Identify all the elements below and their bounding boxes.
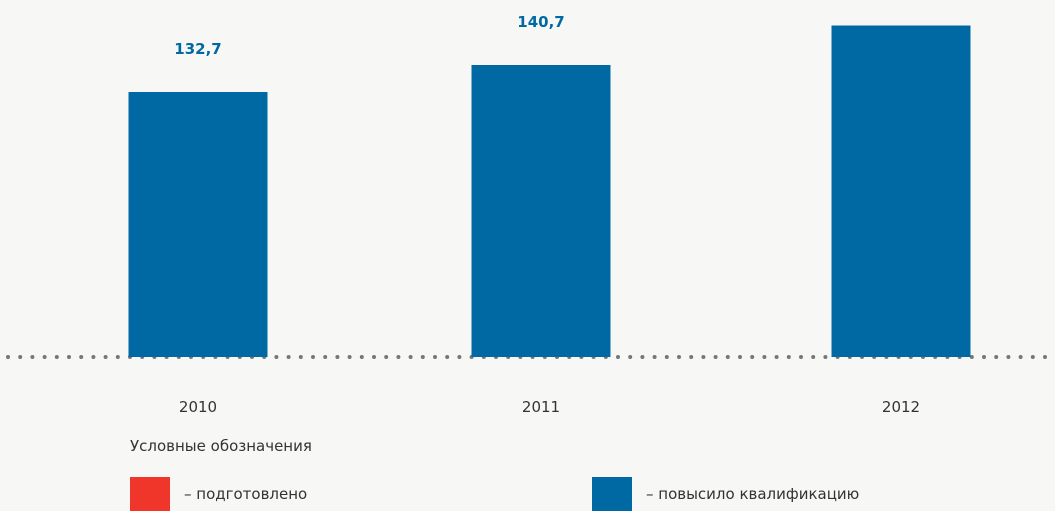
- baseline-dot: [420, 355, 425, 359]
- baseline-dot: [982, 355, 986, 359]
- baseline-dot: [652, 355, 657, 359]
- baseline-dot: [67, 355, 71, 359]
- baseline-dot: [811, 355, 816, 359]
- baseline-dot: [799, 355, 803, 359]
- baseline-dot: [823, 355, 828, 359]
- baseline-dot: [457, 355, 462, 359]
- baseline-dot: [750, 355, 755, 359]
- baseline-dot: [994, 355, 999, 359]
- category-label-2012: 2012: [882, 398, 920, 416]
- baseline-dot: [79, 355, 84, 359]
- baseline-dot: [103, 355, 108, 359]
- baseline-dot: [286, 355, 291, 359]
- baseline-dot: [30, 355, 35, 359]
- category-label-2011: 2011: [522, 398, 560, 416]
- baseline-dot: [115, 355, 120, 359]
- baseline-dot: [701, 355, 706, 359]
- baseline-dot: [1043, 355, 1047, 359]
- bar-2010: [128, 92, 268, 357]
- baseline-dot: [738, 355, 742, 359]
- value-label-2010: 132,7: [174, 40, 221, 58]
- baseline-dot: [359, 355, 364, 359]
- baseline-dot: [616, 355, 620, 359]
- baseline-dot: [433, 355, 437, 359]
- baseline-dot: [298, 355, 303, 359]
- baseline-dot: [408, 355, 413, 359]
- baseline-dot: [6, 355, 10, 359]
- baseline-dot: [628, 355, 633, 359]
- category-label-2010: 2010: [179, 398, 217, 416]
- baseline-dot: [18, 355, 23, 359]
- baseline-dot: [664, 355, 669, 359]
- baseline-dot: [274, 355, 279, 359]
- baseline-dot: [786, 355, 791, 359]
- baseline-dot: [323, 355, 328, 359]
- baseline-dot: [725, 355, 730, 359]
- baseline-dot: [640, 355, 645, 359]
- baseline-dot: [396, 355, 401, 359]
- baseline-dot: [335, 355, 340, 359]
- baseline-dot: [54, 355, 59, 359]
- baseline-dot: [1030, 355, 1035, 359]
- baseline-dot: [677, 355, 681, 359]
- value-label-2011: 140,7: [517, 13, 564, 31]
- baseline-dot: [42, 355, 47, 359]
- baseline-dot: [311, 355, 315, 359]
- baseline-dot: [384, 355, 389, 359]
- baseline-dot: [1018, 355, 1023, 359]
- baseline-dot: [713, 355, 718, 359]
- baseline-dot: [1006, 355, 1011, 359]
- baseline-dot: [372, 355, 376, 359]
- baseline-dot: [774, 355, 779, 359]
- bar-2012: [831, 25, 971, 357]
- bar-2011: [471, 65, 611, 357]
- baseline-dot: [969, 355, 974, 359]
- baseline-dot: [445, 355, 450, 359]
- baseline-dot: [347, 355, 352, 359]
- baseline-dot: [689, 355, 694, 359]
- baseline-dot: [91, 355, 96, 359]
- baseline-dot: [762, 355, 767, 359]
